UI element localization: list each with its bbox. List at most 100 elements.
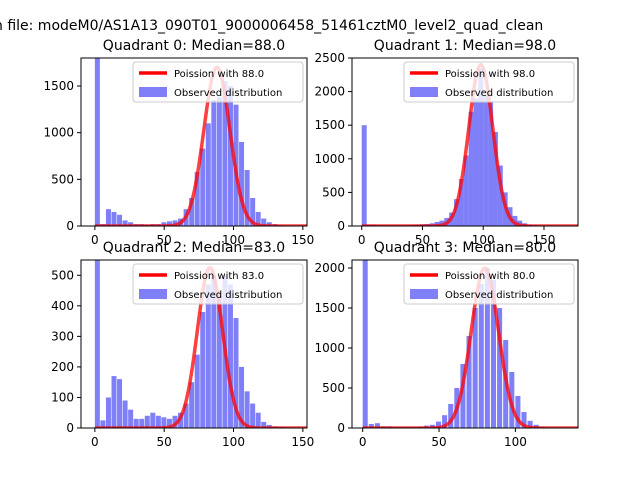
hist-bar xyxy=(473,98,479,226)
hist-bar xyxy=(490,280,496,428)
y-tick-label: 2500 xyxy=(314,51,345,65)
subplot-title: Quadrant 2: Median=83.0 xyxy=(103,240,285,256)
y-tick-label: 100 xyxy=(51,390,74,404)
hist-bar xyxy=(497,308,503,428)
hist-bar xyxy=(227,86,233,226)
hist-bar xyxy=(261,218,267,226)
hist-bar xyxy=(362,260,368,428)
figure-suptitle: n file: modeM0/AS1A13_090T01_9000006458_… xyxy=(0,18,543,34)
y-tick-label: 400 xyxy=(51,299,74,313)
hist-bar xyxy=(183,403,189,428)
hist-bar xyxy=(492,131,498,226)
hist-bar xyxy=(517,220,523,226)
hist-bar xyxy=(458,178,464,226)
subplot-title: Quadrant 1: Median=98.0 xyxy=(374,38,556,54)
hist-bar xyxy=(194,354,200,428)
hist-bar xyxy=(111,212,117,226)
hist-bar xyxy=(105,209,111,226)
subplot-title: Quadrant 3: Median=80.0 xyxy=(374,240,556,256)
y-tick-label: 2000 xyxy=(314,85,345,99)
y-tick-label: 500 xyxy=(51,172,74,186)
y-tick-label: 500 xyxy=(322,185,345,199)
hist-bar xyxy=(222,81,228,226)
y-tick-label: 1000 xyxy=(43,126,74,140)
y-tick-label: 0 xyxy=(66,421,74,435)
legend: Poission with 83.0 Observed distribution xyxy=(132,263,304,305)
legend-label: Observed distribution xyxy=(174,290,282,301)
hist-bar xyxy=(374,423,380,428)
legend: Poission with 98.0 Observed distribution xyxy=(403,61,575,103)
x-tick-label: 150 xyxy=(291,435,314,449)
legend-frame xyxy=(132,61,304,103)
hist-bar xyxy=(216,97,222,226)
hist-bar xyxy=(497,165,503,226)
hist-bar xyxy=(261,421,267,428)
axes-frame xyxy=(351,259,579,429)
plot-area xyxy=(94,260,307,428)
hist-bar xyxy=(122,400,128,428)
hist-bar xyxy=(122,220,128,226)
hist-bar xyxy=(483,94,489,226)
x-tick-label: 50 xyxy=(431,435,446,449)
hist-bar xyxy=(484,268,490,428)
legend-patch-swatch xyxy=(139,87,167,97)
x-tick-label: 50 xyxy=(415,233,430,247)
legend-frame xyxy=(403,263,575,305)
x-tick-label: 0 xyxy=(91,435,99,449)
y-tick-label: 0 xyxy=(66,219,74,233)
y-tick-label: 1500 xyxy=(43,79,74,93)
x-tick-label: 150 xyxy=(291,233,314,247)
legend: Poission with 80.0 Observed distribution xyxy=(403,263,575,305)
hist-bar xyxy=(250,198,256,226)
hist-bar xyxy=(463,155,469,226)
y-tick-label: 1500 xyxy=(314,118,345,132)
hist-bar xyxy=(468,111,474,226)
hist-bar xyxy=(233,318,239,428)
legend-patch-swatch xyxy=(410,289,438,299)
hist-bar xyxy=(435,421,442,428)
legend-patch-swatch xyxy=(139,289,167,299)
hist-bar xyxy=(227,284,233,428)
hist-bar xyxy=(172,415,178,428)
hist-bar xyxy=(472,308,478,428)
x-tick-label: 100 xyxy=(472,233,495,247)
y-tick-label: 2000 xyxy=(314,261,345,275)
hist-bar xyxy=(368,424,374,428)
hist-bar xyxy=(205,284,211,428)
hist-bar xyxy=(466,336,472,428)
x-tick-label: 50 xyxy=(157,435,172,449)
hist-bar xyxy=(166,221,172,226)
y-tick-label: 0 xyxy=(337,219,345,233)
legend-frame xyxy=(403,61,575,103)
y-tick-label: 1500 xyxy=(314,301,345,315)
hist-bar xyxy=(172,220,178,226)
legend-label: Poission with 80.0 xyxy=(445,271,535,282)
hist-bar xyxy=(434,221,440,226)
y-tick-label: 500 xyxy=(322,381,345,395)
hist-bar xyxy=(478,68,484,226)
hist-bar xyxy=(150,412,156,428)
hist-bar xyxy=(448,404,454,428)
legend-label: Poission with 98.0 xyxy=(445,69,535,80)
legend-label: Observed distribution xyxy=(445,290,553,301)
x-tick-label: 150 xyxy=(533,233,556,247)
y-tick-label: 1000 xyxy=(314,152,345,166)
plot-area xyxy=(361,62,578,226)
hist-bar xyxy=(239,366,245,428)
hist-bar xyxy=(442,415,448,428)
axes-frame xyxy=(80,259,308,429)
hist-bar xyxy=(133,418,139,428)
hist-bar xyxy=(128,222,134,226)
x-tick-label: 0 xyxy=(359,435,367,449)
y-tick-label: 200 xyxy=(51,360,74,374)
hist-bar xyxy=(94,260,100,428)
hist-bar xyxy=(155,415,161,428)
hist-bar xyxy=(488,101,494,226)
hist-bar xyxy=(244,170,250,226)
hist-bar xyxy=(117,379,123,428)
